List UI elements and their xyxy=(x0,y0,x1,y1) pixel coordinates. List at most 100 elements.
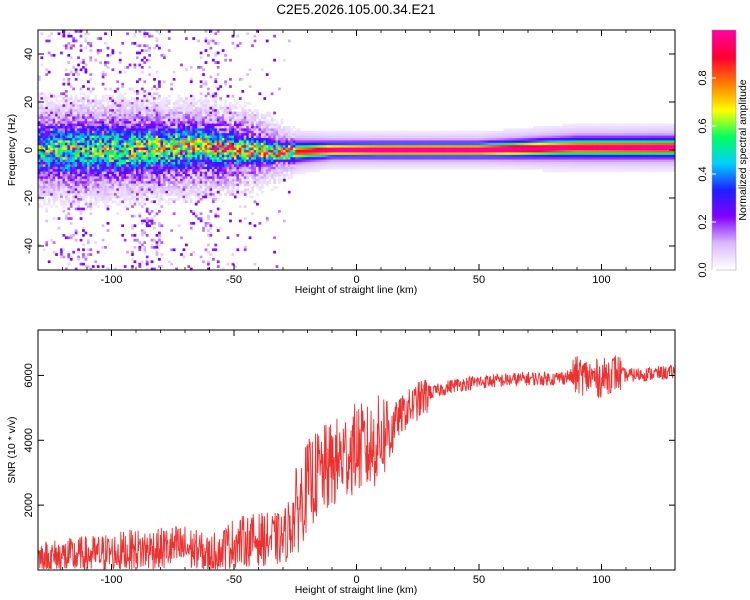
spectrogram-cell xyxy=(334,150,338,153)
spectrogram-cell xyxy=(40,106,44,110)
spectrogram-cell xyxy=(236,190,240,194)
spectrogram-cell xyxy=(87,193,90,196)
spectrogram-cell xyxy=(199,85,203,88)
spectrogram-cell xyxy=(121,193,125,196)
spectrogram-cell xyxy=(77,150,80,153)
spectrogram-cell xyxy=(182,135,186,139)
spectrogram-cell xyxy=(106,147,110,151)
spectrogram-cell xyxy=(118,126,122,129)
spectrogram-cell xyxy=(243,152,247,156)
spectrogram-cell xyxy=(79,97,83,100)
spectrogram-cell xyxy=(91,171,95,175)
spectrogram-cell xyxy=(300,164,303,168)
spectrogram-cell xyxy=(214,42,218,45)
spectrogram-cell xyxy=(106,176,110,180)
spectrogram-cell xyxy=(248,236,252,240)
spectrogram-cell xyxy=(99,169,102,172)
spectrogram-cell xyxy=(121,99,125,103)
spectrogram-cell xyxy=(253,133,257,136)
spectrogram-cell xyxy=(79,121,83,124)
spectrogram-cell xyxy=(317,150,321,153)
spectrogram-cell xyxy=(121,104,125,108)
spectrogram-cell xyxy=(185,169,188,172)
spectrogram-cell xyxy=(91,265,95,268)
spectrogram-cell xyxy=(128,169,132,172)
spectrogram-cell xyxy=(106,183,110,187)
spectrogram-cell xyxy=(131,226,134,230)
spectrogram-cell xyxy=(121,106,125,110)
spectrogram-cell xyxy=(67,157,71,160)
spectrogram-cell xyxy=(204,152,208,156)
spectrogram-cell xyxy=(69,114,73,117)
spectrogram-cell xyxy=(96,152,100,156)
spectrogram-cell xyxy=(251,162,254,165)
spectrogram-cell xyxy=(192,126,196,129)
spectrogram-cell xyxy=(197,118,200,122)
spectrogram-cell xyxy=(82,135,85,139)
spectrogram-cell xyxy=(121,178,125,182)
spectrogram-cell xyxy=(309,152,313,156)
spectrogram-cell xyxy=(89,202,93,206)
spectrogram-cell xyxy=(82,178,85,182)
spectrogram-cell xyxy=(42,164,46,168)
spectrogram-cell xyxy=(67,142,71,146)
spectrogram-cell xyxy=(109,174,112,177)
spectrogram-cell xyxy=(143,128,147,132)
spectrogram-cell xyxy=(177,188,181,192)
spectrogram-cell xyxy=(226,118,230,122)
spectrogram-cell xyxy=(67,80,71,84)
spectrogram-cell xyxy=(60,159,63,163)
spectrogram-cell xyxy=(87,265,90,268)
spectrogram-cell xyxy=(67,99,71,103)
spectrogram-cell xyxy=(87,118,90,122)
chart-title: C2E5.2026.105.00.34.E21 xyxy=(276,2,435,17)
spectrogram-cell xyxy=(72,154,76,158)
spectrogram-cell xyxy=(194,116,198,120)
spectrogram-cell xyxy=(150,102,154,105)
spectrogram-cell xyxy=(47,181,51,184)
spectrogram-cell xyxy=(155,178,159,182)
spectrogram-cell xyxy=(67,193,71,196)
spectrogram-cell xyxy=(165,147,169,151)
spectrogram-cell xyxy=(60,190,63,194)
spectrogram-cell xyxy=(158,200,161,204)
spectrogram-cell xyxy=(180,174,183,177)
spectrogram-cell xyxy=(256,181,259,184)
spectrogram-cell xyxy=(91,162,95,165)
spectrogram-cell xyxy=(263,174,267,177)
spectrogram-cell xyxy=(84,123,88,127)
spectrogram-cell xyxy=(136,104,139,108)
spectrogram-cell xyxy=(314,130,318,134)
spectrogram-cell xyxy=(67,102,71,105)
spectrogram-cell xyxy=(199,145,203,148)
spectrogram-cell xyxy=(197,106,200,110)
spectrogram-cell xyxy=(96,162,100,165)
spectrogram-cell xyxy=(285,145,289,148)
spectrogram-cell xyxy=(192,159,196,163)
spectrogram-cell xyxy=(280,140,284,144)
spectrogram-cell xyxy=(158,147,161,151)
spectrogram-cell xyxy=(52,181,56,184)
spectrogram-cell xyxy=(236,166,240,170)
spectrogram-cell xyxy=(140,138,144,141)
spectrogram-cell xyxy=(133,195,137,199)
spectrogram-cell xyxy=(209,195,213,199)
spectrogram-cell xyxy=(42,188,46,192)
spectrogram-cell xyxy=(314,150,318,153)
spectrogram-cell xyxy=(136,166,139,170)
spectrogram-cell xyxy=(64,198,68,201)
spectrogram-cell xyxy=(199,169,203,172)
spectrogram-cell xyxy=(305,142,308,146)
spectrogram-cell xyxy=(99,109,102,112)
spectrogram-cell xyxy=(158,150,161,153)
spectrogram-cell xyxy=(42,114,46,117)
spectrogram-cell xyxy=(62,234,66,237)
spectrogram-cell xyxy=(180,169,183,172)
spectrogram-cell xyxy=(309,140,313,144)
spectrogram-cell xyxy=(79,193,83,196)
spectrogram-cell xyxy=(133,246,137,249)
spectrogram-cell xyxy=(69,174,73,177)
spectrogram-cell xyxy=(327,145,330,148)
spectrogram-cell xyxy=(185,190,188,194)
spectrogram-cell xyxy=(42,135,46,139)
